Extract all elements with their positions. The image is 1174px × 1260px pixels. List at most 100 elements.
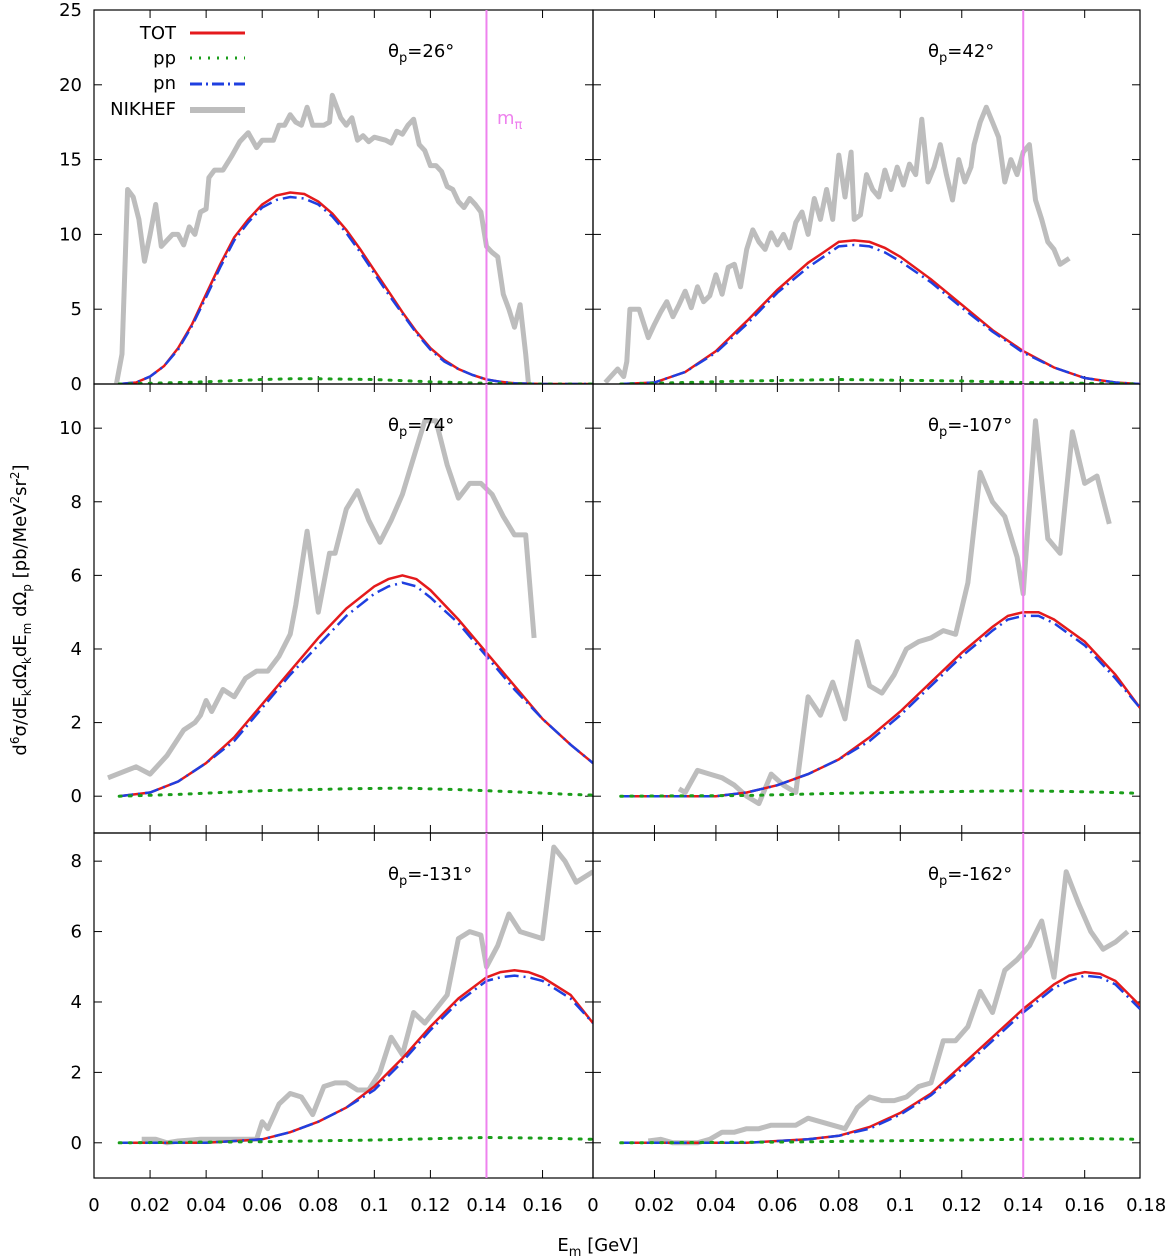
x-tick-label: 0.14 — [466, 1195, 506, 1216]
panel-frame — [592, 832, 1141, 1179]
theta-value: =74° — [407, 415, 454, 436]
series-nikhef-line — [141, 844, 593, 1146]
theta-value: =26° — [407, 41, 454, 62]
theta-value: =-131° — [407, 864, 472, 885]
series-pp-line — [619, 377, 1140, 384]
theta-sub: p — [939, 874, 947, 889]
yl-domega2: dΩ — [10, 591, 31, 622]
panel-frame — [592, 383, 1141, 834]
series-tot-line — [620, 610, 1140, 798]
series-pn-line — [620, 243, 1140, 384]
series-nikhef-line — [677, 418, 1112, 807]
series-pp-line — [117, 1135, 593, 1145]
legend-label-tot: TOT — [139, 23, 177, 44]
series-pp-line — [619, 1137, 1140, 1145]
panel-4: θp=-107° — [592, 383, 1141, 834]
theta-symbol: θ — [388, 864, 399, 885]
panel-angle-label: θp=-162° — [928, 864, 1012, 889]
yl-sigma: σ/dE — [10, 696, 31, 736]
y-tick-label: 8 — [71, 492, 82, 513]
yl-2a: 2 — [8, 496, 22, 504]
series-pp-line — [619, 789, 1140, 798]
theta-sub: p — [399, 874, 407, 889]
theta-symbol: θ — [388, 415, 399, 436]
panel-5: 0 2 4 6 8 0 0.02 0.04 0.06 0.08 0.1 0.12 0.14 0.16 θp=… — [71, 832, 594, 1216]
yl-unit: [pb/MeV — [10, 503, 31, 584]
x-tick-label: 0.12 — [410, 1195, 450, 1216]
series-tot-line — [119, 969, 593, 1145]
y-tick-label: 0 — [71, 374, 82, 395]
plot-area — [113, 92, 593, 384]
panel-angle-label: θp=-107° — [928, 415, 1012, 440]
x-axis-label: Em [GeV] — [557, 1235, 638, 1260]
y-tick-label: 2 — [71, 1062, 82, 1083]
yl-d: d — [10, 744, 31, 755]
y-tick-label: 4 — [71, 639, 82, 660]
series-pn-line — [119, 581, 593, 798]
y-tick-label: 10 — [59, 418, 82, 439]
y-tick-label: 0 — [71, 786, 82, 807]
series-nikhef-line — [647, 869, 1130, 1146]
series-nikhef-line — [107, 418, 537, 781]
x-tick-label: 0.06 — [757, 1195, 797, 1216]
yl-k1: k — [20, 689, 34, 696]
plot-area — [619, 869, 1140, 1146]
x-tick-label: 0.1 — [360, 1195, 389, 1216]
panel-angle-label: θp=42° — [928, 41, 994, 66]
panel-6: 0 0.02 0.04 0.06 0.08 0.1 0.12 0.14 0.16 0.18 θp=-… — [587, 832, 1166, 1216]
panel-angle-label: θp=26° — [388, 41, 454, 66]
theta-sub: p — [939, 51, 947, 66]
mpi-m: m — [497, 108, 515, 129]
theta-value: =-107° — [947, 415, 1012, 436]
x-tick-label: 0.04 — [696, 1195, 736, 1216]
legend-label-nikhef: NIKHEF — [110, 99, 176, 120]
panel-frame — [93, 383, 594, 834]
series-pn-line — [620, 614, 1140, 798]
theta-sub: p — [939, 425, 947, 440]
series-pn-line — [620, 974, 1140, 1145]
yl-2b: 2 — [8, 471, 22, 479]
y-tick-label: 2 — [71, 713, 82, 734]
yl-p: p — [20, 584, 34, 592]
series-nikhef-line — [113, 92, 531, 384]
x-tick-label: 0.08 — [298, 1195, 338, 1216]
theta-symbol: θ — [388, 41, 399, 62]
y-tick-label: 20 — [59, 75, 82, 96]
plot-area — [107, 418, 593, 798]
x-tick-label: 0.1 — [886, 1195, 915, 1216]
yl-close: ] — [10, 464, 31, 471]
yl-de: dE — [10, 634, 31, 657]
mpi-label: mπ — [497, 108, 523, 133]
theta-sub: p — [399, 425, 407, 440]
legend-label-pp: pp — [153, 48, 176, 69]
y-tick-label: 8 — [71, 851, 82, 872]
yl-sr: sr — [10, 478, 31, 495]
y-tick-label: 4 — [71, 992, 82, 1013]
y-tick-label: 10 — [59, 224, 82, 245]
yl-domega1: dΩ — [10, 664, 31, 689]
y-tick-label: 15 — [59, 150, 82, 171]
panel-2: θp=42° — [592, 9, 1141, 385]
panel-3: 0 2 4 6 8 10 θp=74° — [59, 383, 594, 834]
x-tick-label: 0.12 — [942, 1195, 982, 1216]
x-axis-label-sub: m — [569, 1245, 582, 1260]
legend-label-pn: pn — [153, 73, 176, 94]
theta-symbol: θ — [928, 41, 939, 62]
x-tick-label: 0 — [587, 1195, 598, 1216]
y-tick-label: 25 — [59, 0, 82, 21]
x-tick-label: 0.04 — [186, 1195, 226, 1216]
series-tot-line — [119, 191, 593, 384]
theta-symbol: θ — [928, 415, 939, 436]
x-tick-label: 0.08 — [819, 1195, 859, 1216]
series-pn-line — [119, 974, 593, 1145]
x-tick-label: 0.14 — [1003, 1195, 1043, 1216]
yl-k2: k — [20, 657, 34, 664]
panel-frame — [592, 9, 1141, 385]
series-tot-line — [620, 970, 1140, 1145]
panel-1: 0 5 10 15 20 25 θp=26° — [59, 0, 594, 395]
plot-area — [603, 104, 1140, 384]
series-pn-line — [119, 195, 593, 384]
yl-m: m — [20, 623, 34, 635]
theta-value: =-162° — [947, 864, 1012, 885]
y-axis-label: d6σ/dEkdΩkdEm dΩp [pb/MeV2sr2] — [8, 464, 34, 755]
